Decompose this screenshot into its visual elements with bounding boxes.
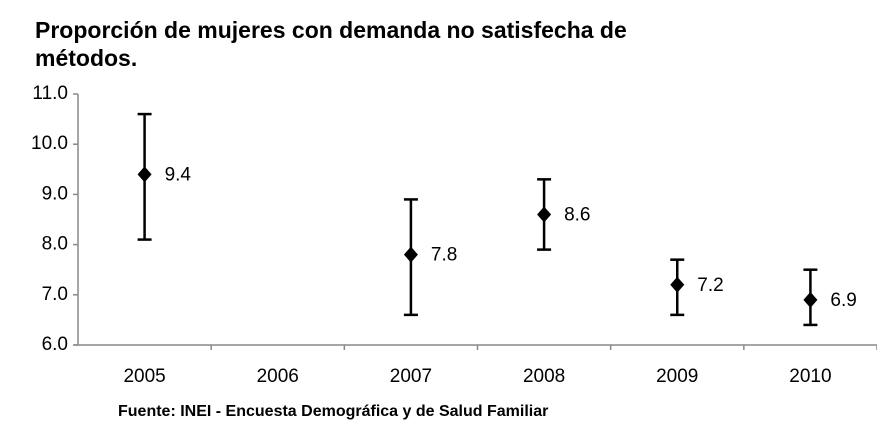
y-tick-label: 9.0 [42, 183, 68, 204]
x-tick-label: 2005 [123, 366, 165, 387]
x-tick-label: 2008 [523, 366, 565, 387]
y-tick-label: 6.0 [42, 334, 68, 355]
value-label: 9.4 [165, 164, 192, 185]
y-tick-label: 8.0 [42, 234, 68, 255]
y-tick-label: 7.0 [42, 284, 68, 305]
x-tick-label: 2009 [656, 366, 698, 387]
marker [137, 166, 152, 183]
marker [670, 276, 685, 293]
source-note: Fuente: INEI - Encuesta Demográfica y de… [118, 403, 548, 420]
value-label: 7.8 [431, 245, 457, 266]
marker [537, 206, 552, 223]
value-label: 8.6 [564, 204, 590, 225]
value-label: 7.2 [697, 275, 723, 296]
marker [403, 246, 418, 263]
x-tick-label: 2007 [390, 366, 432, 387]
x-tick-label: 2010 [789, 366, 831, 387]
value-label: 6.9 [830, 290, 856, 311]
y-tick-label: 11.0 [32, 83, 68, 104]
y-tick-label: 10.0 [31, 133, 68, 154]
marker [803, 291, 818, 308]
x-tick-label: 2006 [257, 366, 299, 387]
chart-title: Proporción de mujeres con demanda no sat… [35, 17, 627, 71]
